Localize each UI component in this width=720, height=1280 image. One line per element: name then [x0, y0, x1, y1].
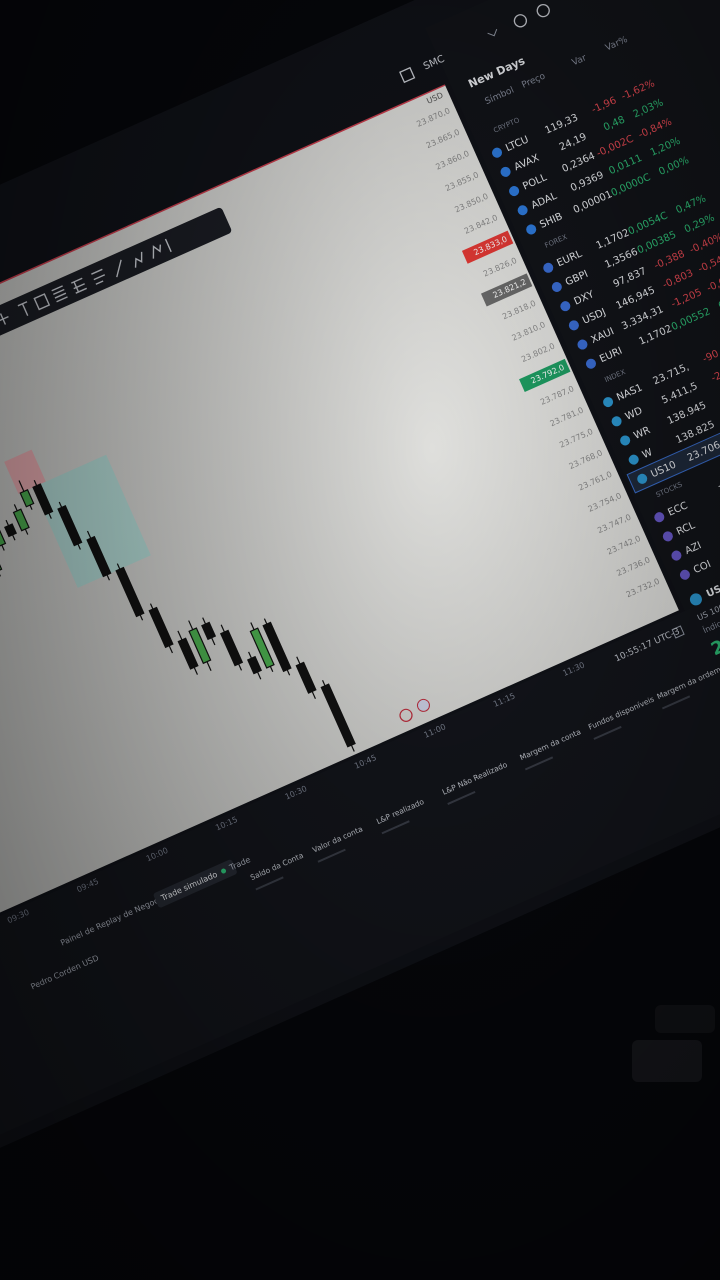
- keyboard-key: [632, 1040, 702, 1082]
- keyboard-key: [655, 1005, 715, 1033]
